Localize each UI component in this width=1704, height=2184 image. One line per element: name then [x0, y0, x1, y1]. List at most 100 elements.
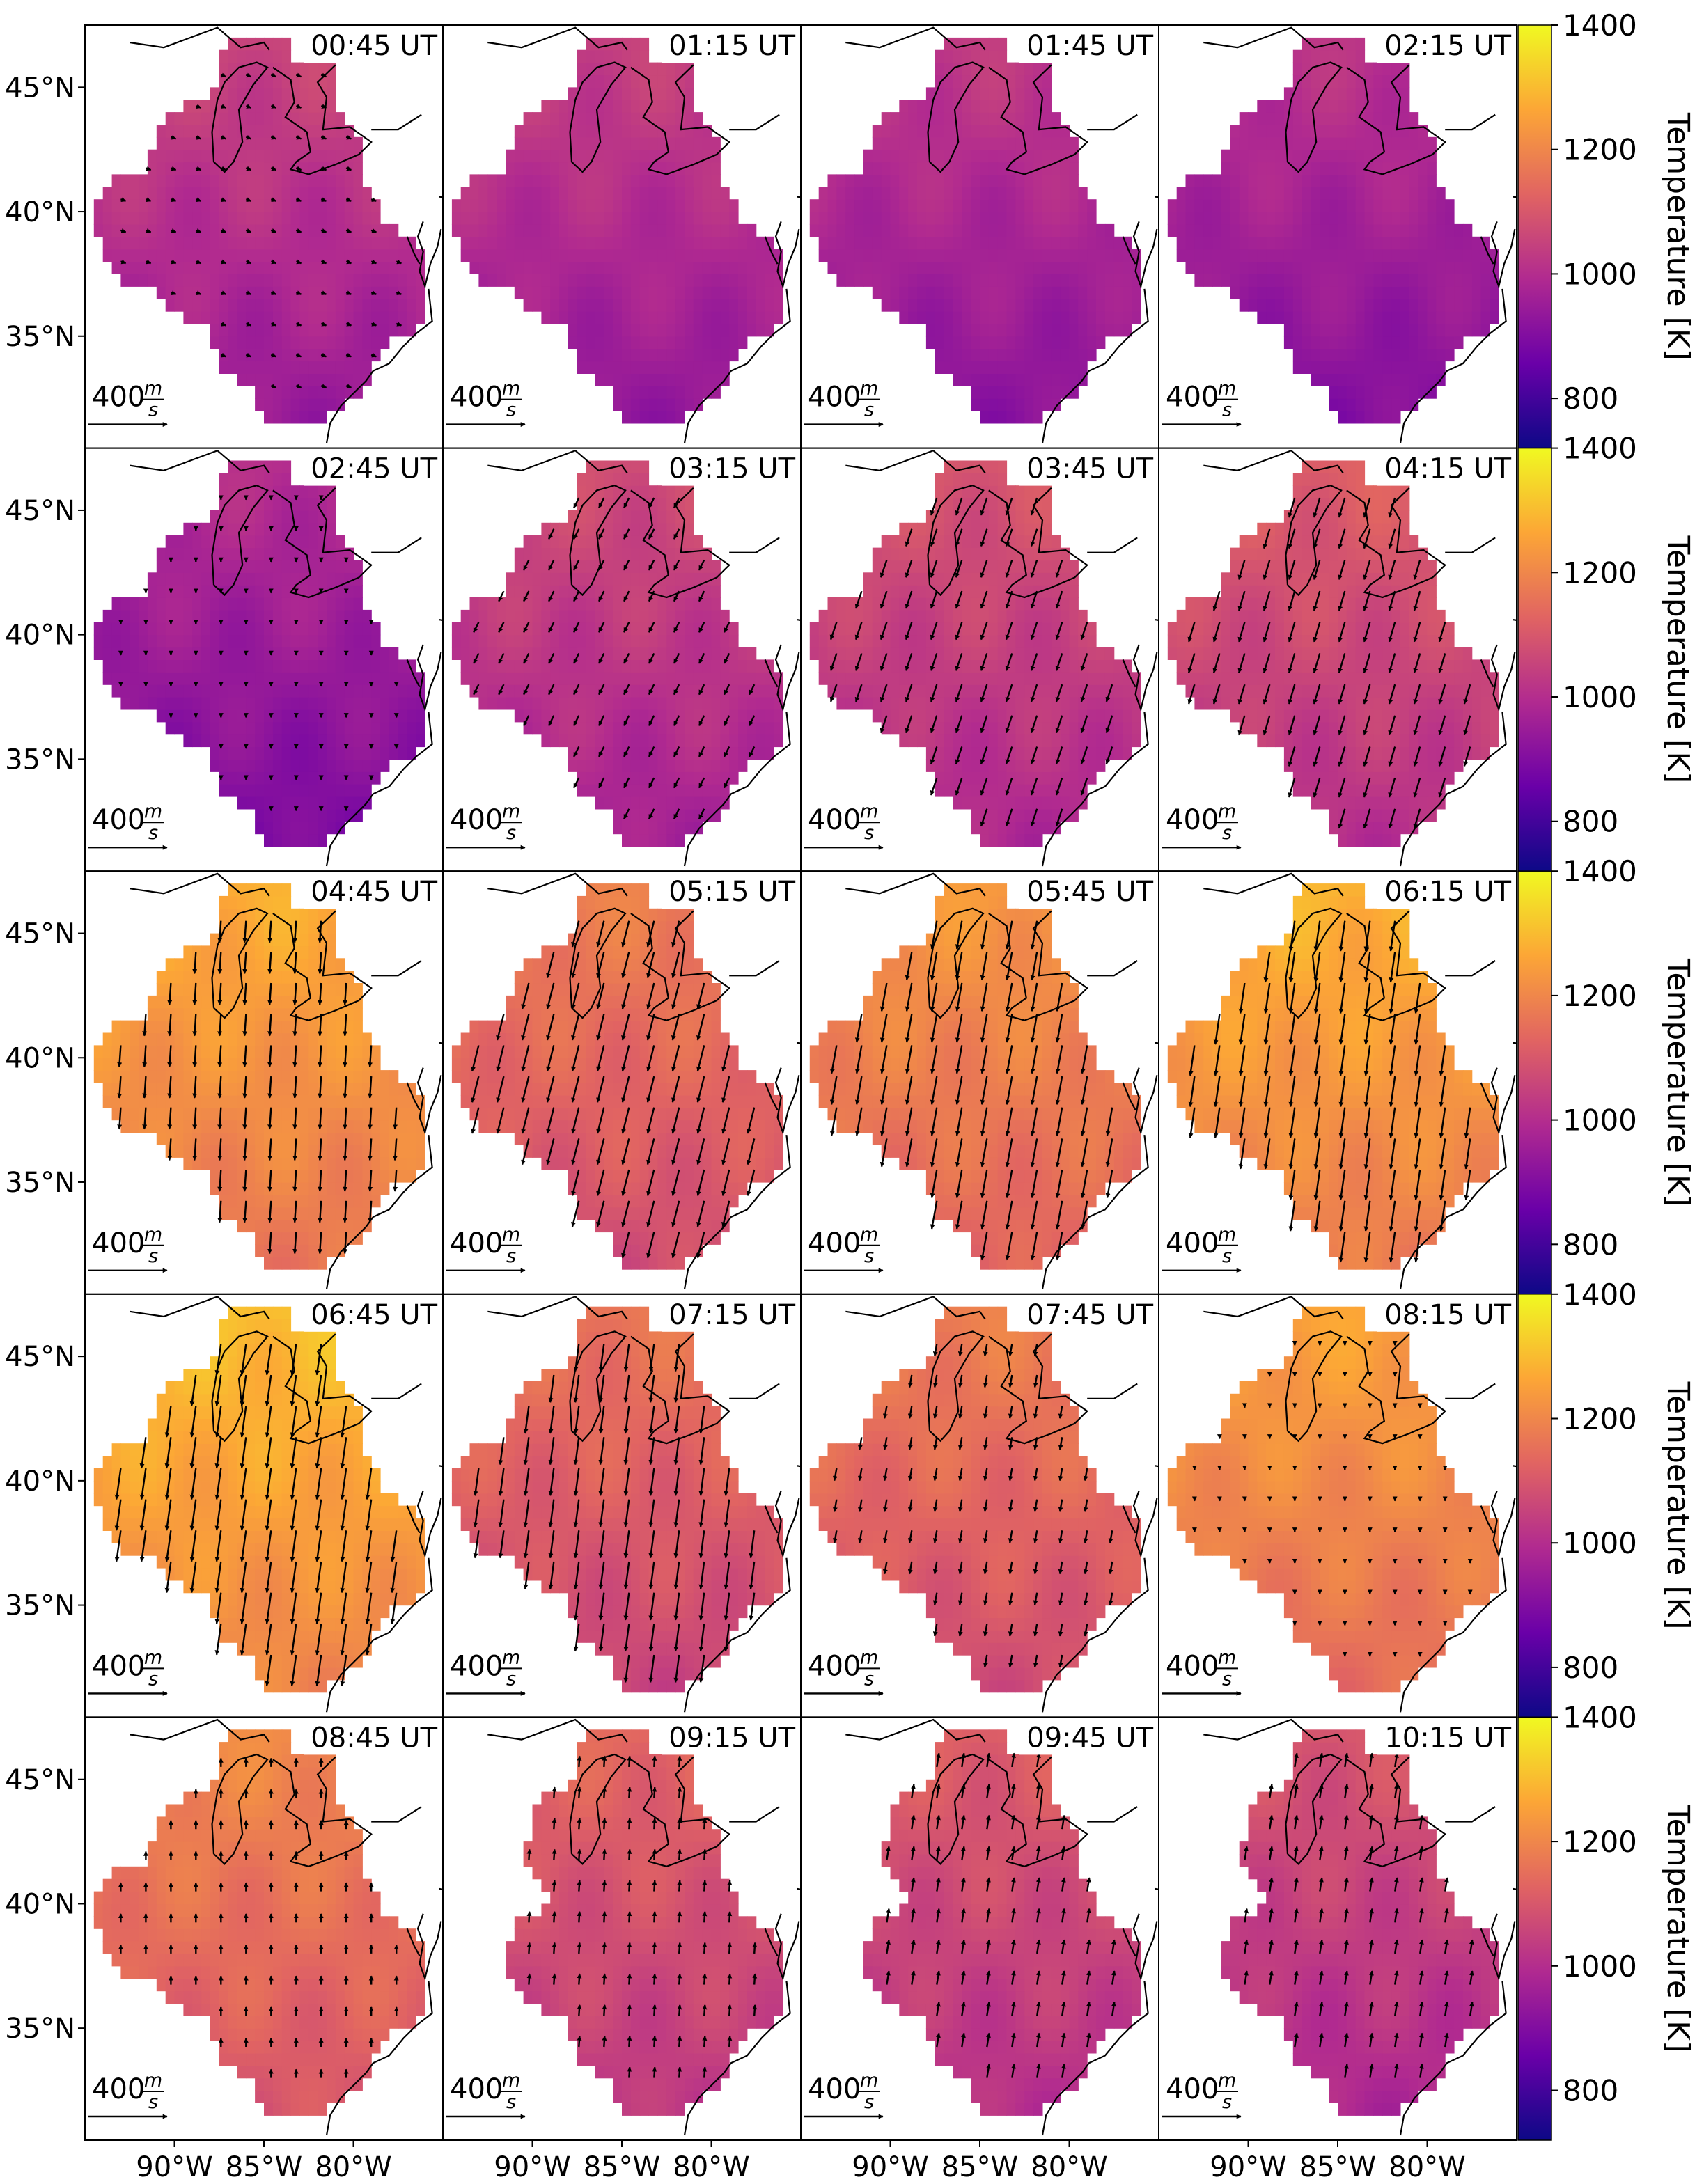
heatmap-cell [380, 223, 390, 237]
heatmap-cell [899, 199, 909, 212]
heatmap-cell [622, 796, 632, 810]
heatmap-cell [308, 734, 318, 748]
wind-arrow [220, 104, 227, 109]
heatmap-cell [988, 821, 999, 835]
heatmap-cell [639, 348, 650, 362]
heatmap-cell [174, 672, 184, 685]
heatmap-cell [299, 510, 309, 524]
heatmap-cell [255, 348, 265, 362]
heatmap-cell [622, 411, 632, 424]
heatmap-cell [506, 236, 515, 250]
heatmap-cell [1275, 299, 1285, 312]
heatmap-cell [1373, 323, 1383, 337]
heatmap-cell [971, 684, 980, 698]
heatmap-cell [272, 721, 283, 735]
heatmap-cell [613, 585, 623, 598]
heatmap-cell [1006, 249, 1016, 262]
heatmap-cell [1302, 311, 1311, 324]
heatmap-cell [246, 112, 256, 125]
heatmap-cell [183, 261, 193, 274]
heatmap-cell [290, 411, 300, 424]
heatmap-cell [890, 274, 900, 287]
heatmap-cell [1006, 187, 1016, 200]
heatmap-cell [711, 236, 721, 250]
heatmap-cell [1113, 236, 1124, 250]
heatmap-cell [613, 299, 623, 312]
heatmap-cell [1024, 336, 1034, 349]
heatmap-cell [478, 634, 488, 648]
heatmap-cell [881, 112, 891, 125]
heatmap-cell [962, 37, 971, 51]
heatmap-cell [130, 672, 139, 685]
heatmap-cell [281, 87, 292, 100]
heatmap-cell [318, 746, 327, 760]
heatmap-cell [318, 261, 327, 274]
heatmap-cell [246, 647, 256, 660]
heatmap-cell [147, 212, 157, 225]
heatmap-cell [1302, 274, 1311, 287]
heatmap-cell [890, 223, 900, 237]
heatmap-cell [639, 249, 650, 262]
heatmap-cell [666, 709, 676, 723]
heatmap-cell [622, 323, 632, 337]
heatmap-cell [997, 174, 1008, 187]
heatmap-cell [147, 261, 157, 274]
heatmap-cell [1104, 734, 1115, 748]
heatmap-cell [559, 286, 569, 299]
heatmap-cell [210, 746, 220, 760]
heatmap-cell [1069, 634, 1079, 648]
heatmap-cell [1033, 274, 1043, 287]
heatmap-cell [630, 808, 641, 822]
heatmap-cell [139, 236, 148, 250]
heatmap-cell [1320, 373, 1329, 386]
wind-arrow [370, 197, 377, 202]
heatmap-cell [407, 709, 416, 723]
heatmap-cell [335, 136, 345, 150]
heatmap-cell [1338, 274, 1347, 287]
heatmap-cell [729, 261, 739, 274]
heatmap-cell [622, 249, 632, 262]
heatmap-cell [219, 721, 229, 735]
heatmap-cell [523, 149, 533, 163]
heatmap-cell [997, 647, 1008, 660]
heatmap-cell [246, 212, 256, 225]
heatmap-cell [318, 721, 327, 735]
heatmap-cell [1462, 249, 1473, 262]
heatmap-cell [264, 411, 274, 424]
heatmap-cell [908, 609, 918, 623]
heatmap-cell [299, 585, 309, 598]
heatmap-cell [666, 796, 676, 810]
heatmap-cell [1391, 236, 1401, 250]
heatmap-cell [281, 199, 292, 212]
heatmap-cell [1364, 174, 1374, 187]
heatmap-cell [559, 634, 569, 648]
heatmap-cell [318, 734, 327, 748]
heatmap-cell [1042, 697, 1052, 710]
heatmap-cell [1283, 311, 1294, 324]
heatmap-cell [308, 136, 318, 150]
heatmap-cell [318, 62, 327, 76]
heatmap-cell [586, 348, 595, 362]
heatmap-cell [1042, 647, 1052, 660]
heatmap-cell [228, 174, 237, 187]
heatmap-cell [318, 323, 327, 337]
heatmap-cell [174, 174, 184, 187]
heatmap-cell [577, 348, 587, 362]
heatmap-cell [586, 597, 595, 611]
heatmap-cell [1006, 274, 1016, 287]
heatmap-cell [1087, 261, 1097, 274]
heatmap-cell [604, 261, 613, 274]
heatmap-cell [228, 261, 237, 274]
heatmap-cell [290, 323, 300, 337]
heatmap-cell [738, 659, 748, 673]
heatmap-cell [613, 547, 623, 561]
heatmap-cell [1355, 174, 1366, 187]
heatmap-cell [1391, 249, 1401, 262]
heatmap-cell [711, 212, 721, 225]
heatmap-cell [165, 212, 175, 225]
heatmap-cell [980, 187, 990, 200]
heatmap-cell [1283, 261, 1294, 274]
heatmap-cell [881, 261, 891, 274]
time-label: 00:45 UT [311, 30, 437, 62]
time-label-bg [304, 450, 440, 486]
